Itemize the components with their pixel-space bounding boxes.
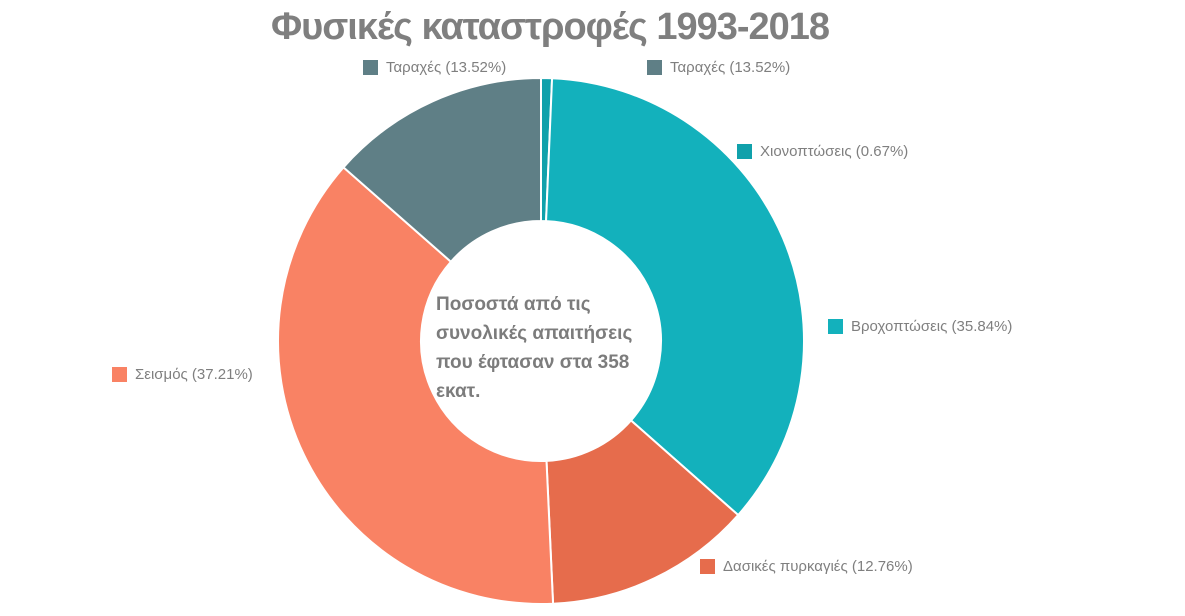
legend-item-taraches-right: Ταραχές (13.52%): [647, 59, 790, 76]
pie-slice-Δασικές πυρκαγιές: [545, 418, 740, 605]
legend-label-dasikes: Δασικές πυρκαγιές (12.76%): [723, 558, 913, 575]
legend-item-xionoptoseis: Χιονοπτώσεις (0.67%): [737, 143, 908, 160]
legend-label-taraches-left: Ταραχές (13.52%): [386, 59, 507, 76]
legend-swatch-xionoptoseis: [737, 144, 752, 159]
pie-slice-Βροχοπτώσεις: [545, 77, 805, 517]
pie-slice-Σεισμός: [277, 165, 555, 605]
pie-slice-Ταραχές: [342, 76, 542, 264]
legend-label-xionoptoseis: Χιονοπτώσεις (0.67%): [760, 143, 909, 160]
legend-swatch-dasikes: [700, 559, 715, 574]
chart-title: Φυσικές καταστροφές 1993-2018: [270, 6, 830, 48]
legend-item-vrochoptoseis: Βροχοπτώσεις (35.84%): [828, 318, 1012, 335]
legend-item-dasikes: Δασικές πυρκαγιές (12.76%): [700, 558, 913, 575]
legend-swatch-taraches-right: [647, 60, 662, 75]
legend-swatch-seismos: [112, 367, 127, 382]
legend-swatch-vrochoptoseis: [828, 319, 843, 334]
legend-item-taraches-left: Ταραχές (13.52%): [363, 59, 506, 76]
legend-swatch-taraches-left: [363, 60, 378, 75]
legend-label-vrochoptoseis: Βροχοπτώσεις (35.84%): [851, 318, 1013, 335]
legend-label-seismos: Σεισμός (37.21%): [135, 366, 253, 383]
legend-label-taraches-right: Ταραχές (13.52%): [670, 59, 791, 76]
legend-item-seismos: Σεισμός (37.21%): [112, 366, 253, 383]
donut-center-label: Ποσοστά από τις συνολικές απαιτήσεις που…: [436, 294, 633, 402]
